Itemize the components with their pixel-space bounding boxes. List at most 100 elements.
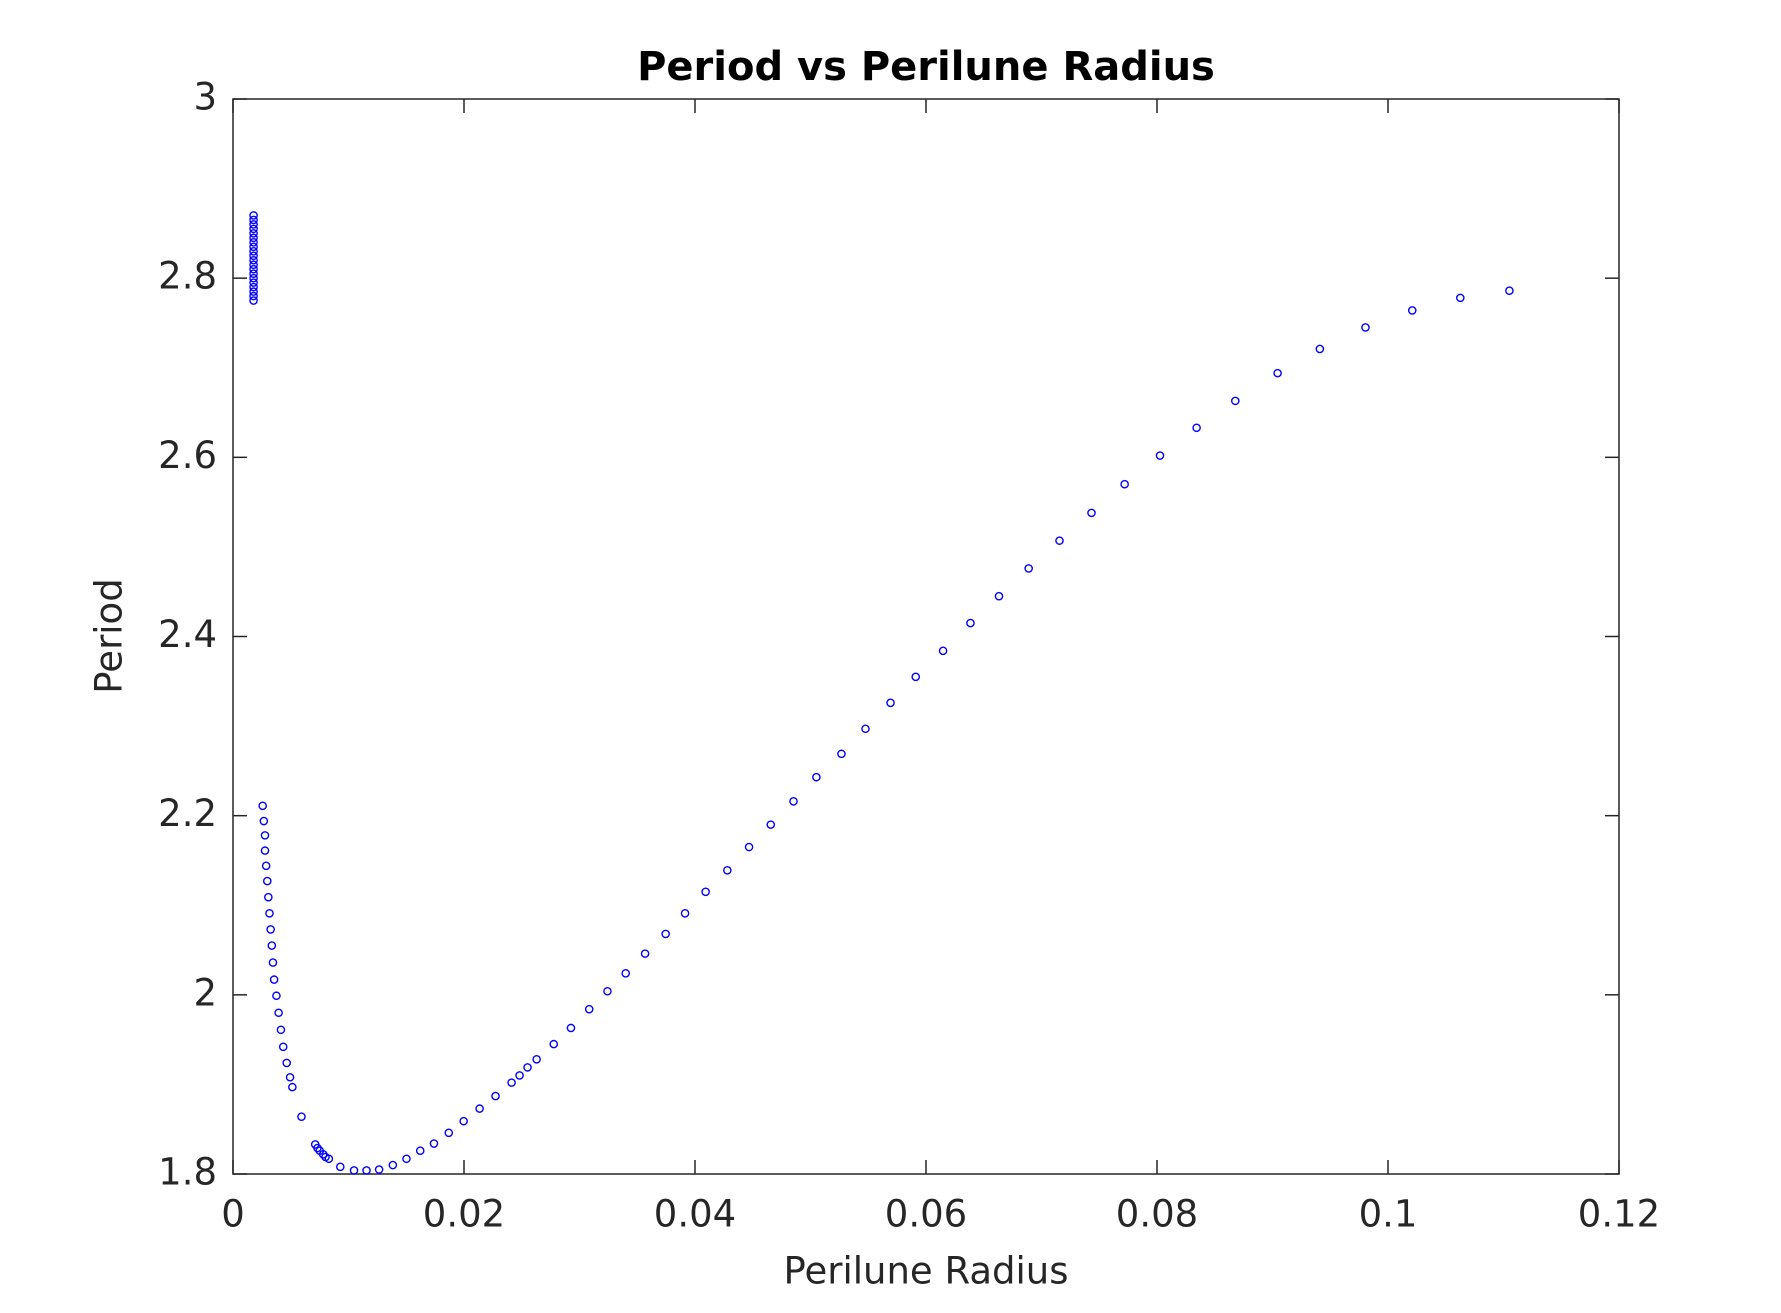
x-axis-label: Perilune Radius	[783, 1250, 1068, 1293]
point	[911, 672, 921, 682]
point	[766, 820, 776, 829]
point	[249, 269, 258, 278]
point	[1273, 368, 1282, 378]
point	[288, 1082, 297, 1092]
point	[491, 1091, 500, 1101]
point	[265, 909, 274, 918]
point	[621, 969, 631, 978]
y-tick-label: 2.8	[158, 255, 217, 298]
point	[603, 986, 612, 996]
point	[532, 1055, 541, 1064]
plot-frame	[232, 98, 1620, 1175]
point	[837, 749, 846, 759]
x-tick-label: 0.06	[885, 1193, 967, 1236]
point	[249, 291, 258, 301]
chart-title: Period vs Perilune Radius	[637, 44, 1215, 90]
point	[297, 1112, 306, 1121]
point	[282, 1058, 292, 1068]
point	[285, 1072, 295, 1082]
point	[313, 1143, 322, 1153]
point	[994, 591, 1004, 601]
point	[1024, 564, 1033, 573]
point	[249, 229, 258, 238]
point	[966, 618, 975, 628]
point	[362, 1166, 371, 1175]
point	[258, 801, 267, 811]
point	[475, 1104, 484, 1113]
point	[249, 287, 258, 296]
point	[402, 1154, 411, 1164]
point	[349, 1166, 359, 1175]
point	[260, 846, 270, 855]
point	[640, 949, 650, 958]
x-tick-label: 0	[221, 1193, 245, 1236]
point	[259, 816, 269, 826]
point	[269, 975, 279, 984]
point	[249, 282, 258, 292]
point	[1155, 451, 1165, 460]
point	[459, 1116, 468, 1126]
point	[249, 278, 258, 287]
point	[584, 1004, 594, 1014]
point	[566, 1023, 576, 1033]
point	[249, 224, 258, 234]
y-tick-label: 2.4	[158, 613, 217, 656]
point	[374, 1165, 384, 1174]
point	[744, 842, 754, 852]
point	[789, 797, 798, 806]
x-tick-label: 0.02	[423, 1193, 505, 1236]
point	[429, 1139, 439, 1148]
point	[1505, 286, 1514, 296]
point	[661, 929, 670, 939]
point	[1055, 536, 1064, 545]
point	[261, 861, 271, 871]
point	[1120, 479, 1129, 489]
x-tick-label: 0.1	[1359, 1193, 1418, 1236]
point	[267, 941, 277, 950]
point	[861, 724, 870, 734]
point	[938, 646, 948, 656]
point	[249, 255, 258, 265]
point	[249, 242, 258, 252]
point	[276, 1025, 286, 1035]
point	[701, 887, 710, 897]
point	[1407, 306, 1417, 315]
point	[274, 1008, 283, 1018]
y-axis-label: Period	[88, 578, 131, 693]
x-tick-label: 0.04	[654, 1193, 736, 1236]
point	[249, 220, 258, 229]
point	[415, 1146, 425, 1156]
point	[507, 1078, 516, 1087]
point	[1087, 508, 1096, 518]
y-tick-label: 2.2	[158, 792, 217, 835]
point	[723, 866, 732, 875]
point	[1456, 293, 1465, 303]
point	[1361, 323, 1370, 332]
point	[249, 260, 258, 270]
y-tick-label: 2	[193, 971, 217, 1014]
point	[263, 876, 272, 886]
point	[1192, 423, 1201, 433]
point	[388, 1160, 398, 1170]
point	[260, 831, 270, 840]
y-tick-label: 2.6	[158, 434, 217, 477]
point	[1315, 344, 1325, 354]
point	[335, 1162, 345, 1172]
point	[266, 925, 275, 934]
point	[249, 238, 258, 247]
point	[264, 892, 273, 902]
point	[249, 211, 258, 220]
point	[886, 698, 895, 708]
point	[249, 251, 258, 261]
point	[515, 1071, 524, 1080]
y-tick-label: 1.8	[158, 1151, 217, 1194]
point	[523, 1063, 532, 1072]
point	[249, 296, 258, 305]
point	[324, 1154, 334, 1164]
x-tick-label: 0.12	[1578, 1193, 1660, 1236]
point	[444, 1128, 454, 1138]
point	[249, 233, 258, 243]
point	[249, 246, 258, 256]
point	[318, 1149, 328, 1159]
